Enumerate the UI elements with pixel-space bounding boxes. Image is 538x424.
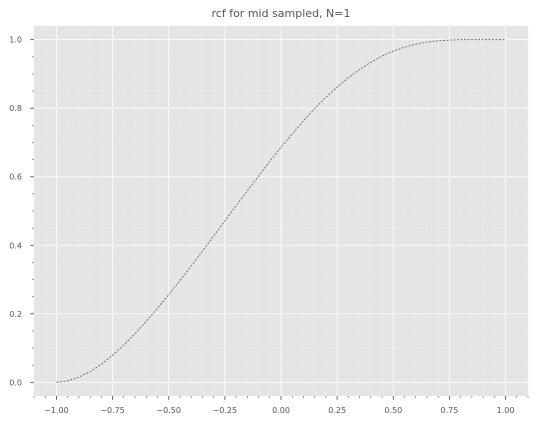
y-tick-label: 0.0	[9, 378, 22, 387]
y-tick-label: 1.0	[9, 36, 22, 45]
y-axis-tick-labels: 0.0 0.2 0.4 0.6 0.8 1.0	[9, 36, 22, 388]
x-tick-label: −0.25	[213, 406, 238, 415]
y-tick-label: 0.6	[9, 173, 22, 182]
data-series-line	[56, 39, 506, 383]
x-tick-label: −1.00	[44, 406, 69, 415]
x-tick-label: −0.50	[156, 406, 181, 415]
x-tick-label: 1.00	[497, 406, 515, 415]
x-tick-label: 0.25	[328, 406, 346, 415]
x-tick-label: 0.50	[384, 406, 402, 415]
chart-title: rcf for mid sampled, N=1	[212, 7, 351, 20]
y-tick-label: 0.4	[9, 241, 22, 250]
major-grid	[34, 26, 528, 396]
x-tick-label: −0.75	[100, 406, 125, 415]
y-tick-label: 0.2	[9, 310, 22, 319]
x-tick-label: 0.00	[272, 406, 290, 415]
axis-ticks	[30, 39, 529, 400]
x-axis-tick-labels: −1.00 −0.75 −0.50 −0.25 0.00 0.25 0.50 0.75 1.00	[44, 406, 514, 415]
y-tick-label: 0.8	[9, 104, 22, 113]
x-tick-label: 0.75	[441, 406, 459, 415]
